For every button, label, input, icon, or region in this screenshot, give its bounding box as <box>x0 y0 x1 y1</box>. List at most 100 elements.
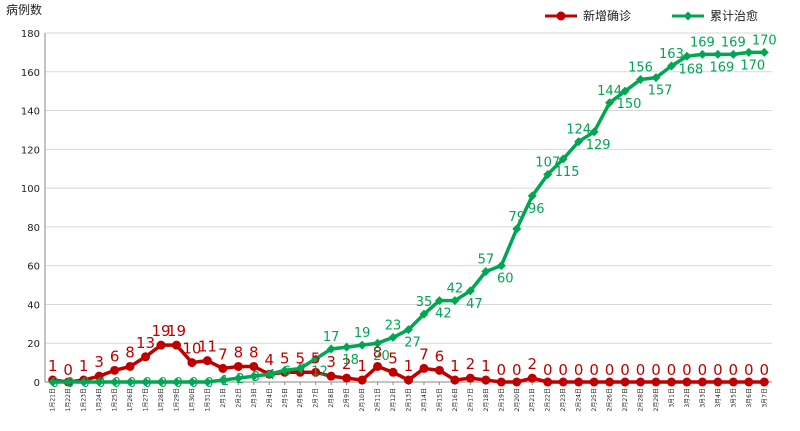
x-tick-label: 2月28日 <box>638 388 645 411</box>
data-label: 27 <box>404 336 421 351</box>
point-cured <box>636 75 646 85</box>
x-tick-label: 2月4日 <box>266 388 273 408</box>
data-label: 1 <box>221 374 229 389</box>
y-axis-label: 病例数 <box>6 2 42 17</box>
data-label: 20 <box>373 349 390 364</box>
data-label: 5 <box>295 349 305 367</box>
data-label: 23 <box>385 318 402 333</box>
data-label: 169 <box>690 35 715 50</box>
point-new-confirmed <box>187 358 197 368</box>
data-label: 1 <box>48 357 58 375</box>
x-tick-label: 2月15日 <box>436 388 443 411</box>
x-tick-label: 2月10日 <box>359 388 366 411</box>
point-new-confirmed <box>481 375 491 385</box>
data-label: 0 <box>51 376 59 391</box>
point-cured <box>759 47 769 57</box>
x-tick-label: 2月25日 <box>591 388 598 411</box>
x-tick-label: 2月26日 <box>607 388 614 411</box>
point-cured <box>218 375 228 385</box>
data-label: 124 <box>566 123 591 138</box>
data-label: 60 <box>497 272 514 287</box>
point-cured <box>171 377 181 387</box>
data-label: 0 <box>759 361 769 379</box>
point-cured <box>450 296 460 306</box>
point-cured <box>249 371 259 381</box>
point-new-confirmed <box>512 377 522 387</box>
data-label: 156 <box>628 61 653 76</box>
x-tick-label: 2月23日 <box>560 388 567 411</box>
point-new-confirmed <box>697 377 707 387</box>
point-cured <box>589 127 599 137</box>
point-cured <box>574 137 584 147</box>
point-cured <box>512 224 522 234</box>
point-new-confirmed <box>605 377 615 387</box>
data-label: 8 <box>234 343 244 361</box>
data-label: 0 <box>512 361 522 379</box>
point-cured <box>233 373 243 383</box>
point-cured <box>342 342 352 352</box>
data-label: 169 <box>709 60 734 75</box>
point-cured <box>728 49 738 59</box>
point-cured <box>651 73 661 83</box>
point-new-confirmed <box>141 352 151 362</box>
point-cured <box>404 325 413 335</box>
data-label: 0 <box>543 361 553 379</box>
data-label: 0 <box>558 361 568 379</box>
data-label: 5 <box>280 349 290 367</box>
point-new-confirmed <box>574 377 584 387</box>
x-tick-label: 1月29日 <box>173 388 180 411</box>
point-cured <box>311 354 321 364</box>
point-cured <box>620 86 630 96</box>
data-label: 3 <box>326 353 336 371</box>
data-label: 169 <box>721 35 746 50</box>
point-new-confirmed <box>496 377 506 387</box>
x-tick-label: 2月18日 <box>483 388 490 411</box>
point-new-confirmed <box>419 363 429 373</box>
x-tick-label: 2月14日 <box>421 388 428 411</box>
data-label: 0 <box>605 361 615 379</box>
point-new-confirmed <box>94 371 104 381</box>
x-tick-label: 2月21日 <box>529 388 536 411</box>
x-tick-label: 2月7日 <box>313 388 320 408</box>
data-label: 0 <box>574 361 584 379</box>
point-cured <box>63 377 73 387</box>
x-axis: 1月21日 1月22日 1月23日 1月24日 1月25日 1月26日 1月27日 1月28日… <box>50 382 768 411</box>
point-cured <box>187 377 197 387</box>
point-new-confirmed <box>465 373 475 383</box>
point-cured <box>156 377 166 387</box>
point-cured <box>373 338 383 348</box>
x-tick-label: 3月2日 <box>684 388 691 408</box>
point-new-confirmed <box>326 371 336 381</box>
x-tick-label: 1月23日 <box>81 388 88 411</box>
y-tick-label: 0 <box>34 378 40 389</box>
point-new-confirmed <box>434 365 444 375</box>
point-new-confirmed <box>620 377 630 387</box>
point-cured <box>713 49 723 59</box>
point-cured <box>388 332 398 342</box>
data-label: 0 <box>159 376 167 391</box>
x-tick-label: 2月3日 <box>251 388 258 408</box>
data-label: 0 <box>497 361 507 379</box>
data-label: 19 <box>167 322 186 340</box>
data-label: 107 <box>535 156 560 171</box>
data-label: 6 <box>283 364 291 379</box>
data-label: 10 <box>182 340 201 358</box>
data-label: 0 <box>190 376 198 391</box>
point-new-confirmed <box>156 340 166 350</box>
legend-marker <box>556 11 566 21</box>
data-label: 5 <box>388 349 398 367</box>
data-label: 0 <box>112 376 120 391</box>
y-tick-label: 80 <box>27 223 40 234</box>
data-label: 12 <box>311 365 328 380</box>
point-cured <box>125 377 135 387</box>
data-label: 42 <box>447 282 464 297</box>
x-tick-label: 1月21日 <box>50 388 57 411</box>
data-label: 1 <box>450 357 460 375</box>
data-label: 1 <box>481 357 491 375</box>
data-label: 2 <box>527 355 537 373</box>
point-cured <box>280 365 290 375</box>
data-label: 5 <box>311 349 321 367</box>
x-tick-label: 2月9日 <box>344 388 351 408</box>
point-cured <box>202 377 212 387</box>
